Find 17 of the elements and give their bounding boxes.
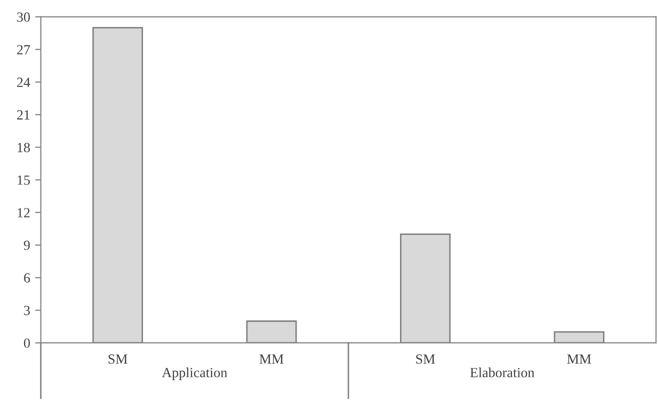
y-tick-label: 15 <box>18 176 30 185</box>
y-tick-label: 0 <box>24 338 30 348</box>
y-tick-label: 24 <box>17 78 30 87</box>
x-tick-label: MM <box>567 354 592 364</box>
x-tick-label: SM <box>416 354 435 364</box>
y-tick-label: 9 <box>24 240 30 250</box>
y-tick-label: 3 <box>24 306 30 316</box>
y-tick-label: 12 <box>18 208 30 218</box>
x-tick-label: MM <box>260 354 284 364</box>
y-tick-label: 30 <box>17 12 30 22</box>
text: Elaboration <box>470 368 534 378</box>
y-tick-label: 27 <box>17 45 30 54</box>
y-tick-label: 21 <box>17 110 30 120</box>
x-tick-label: SM <box>108 354 128 364</box>
text: Application <box>162 368 228 380</box>
y-tick-label: 18 <box>18 142 30 152</box>
y-tick-label: 6 <box>24 273 30 283</box>
